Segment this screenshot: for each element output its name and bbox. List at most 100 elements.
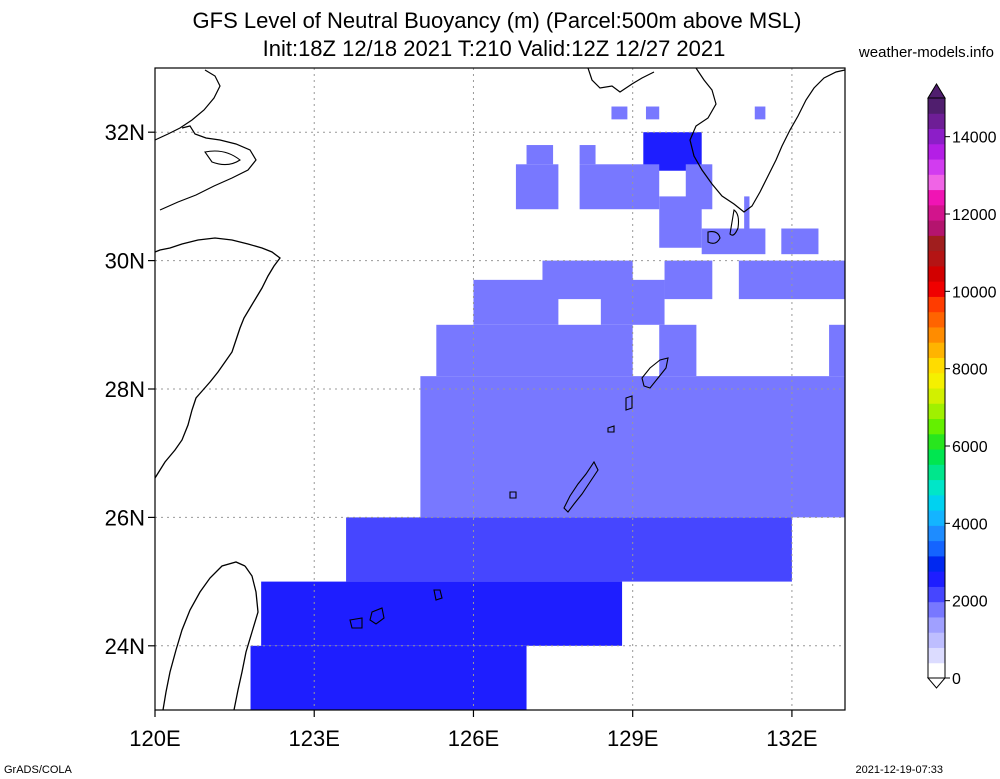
colorbar-swatch <box>928 326 945 343</box>
axes: 120E 123E 126E 129E 132E 24N 26N 28N 30N 32N <box>105 120 818 751</box>
colorbar-swatch <box>928 220 945 236</box>
tokunoshima-island <box>625 395 633 411</box>
colorbar-swatch <box>928 204 945 221</box>
footer-timestamp: 2021-12-19-07:33 <box>855 764 943 776</box>
chart-subtitle: Init:18Z 12/18 2021 T:210 Valid:12Z 12/2… <box>262 36 726 61</box>
site-watermark: weather-models.info <box>858 44 994 61</box>
taihu-lake <box>204 150 241 166</box>
field-cell <box>754 106 766 120</box>
field-cell <box>250 645 527 710</box>
colorbar-tick-label: 12000 <box>952 207 997 224</box>
coastlines <box>155 68 845 710</box>
colorbar-tick-label: 2000 <box>952 594 988 611</box>
colorbar-swatch <box>928 510 945 526</box>
field-cell <box>515 164 559 210</box>
field-cell <box>659 196 702 248</box>
colorbar-swatch <box>928 357 945 374</box>
colorbar-tick-label: 0 <box>952 671 961 688</box>
field-cell <box>611 106 628 120</box>
colorbar-swatch <box>928 601 945 618</box>
field-cell <box>526 145 554 165</box>
colorbar-swatch <box>928 98 945 114</box>
field-cell <box>659 324 697 377</box>
field-cell <box>579 145 596 165</box>
colorbar-swatch <box>928 388 945 404</box>
field-cell <box>829 324 845 377</box>
x-tick-label: 132E <box>766 726 817 751</box>
colorbar-swatch <box>928 372 945 389</box>
colorbar-swatch <box>928 281 945 297</box>
miyako-island <box>433 589 443 601</box>
y-tick-label: 28N <box>105 377 145 402</box>
ishigaki-island <box>369 607 385 625</box>
colorbar-swatch <box>928 113 945 130</box>
colorbar-tick-label: 6000 <box>952 439 988 456</box>
okinawa-island <box>563 460 599 513</box>
colorbar-swatch <box>928 128 945 145</box>
buoyancy-field <box>250 106 845 710</box>
colorbar-swatch <box>928 159 945 175</box>
colorbar-swatch <box>928 296 945 313</box>
colorbar-swatch <box>928 433 945 450</box>
field-cell <box>664 260 713 300</box>
y-tick-label: 30N <box>105 249 145 274</box>
iriomote-island <box>349 617 363 629</box>
colorbar-swatch <box>928 616 945 633</box>
field-cell <box>781 228 819 255</box>
colorbar-swatch <box>928 479 945 496</box>
colorbar-swatch <box>928 449 945 465</box>
colorbar: 0 2000 4000 6000 8000 10000 12000 14000 <box>926 83 997 689</box>
colorbar-swatch <box>928 632 945 648</box>
colorbar-bottom-arrow <box>926 677 947 689</box>
field-cell <box>645 106 660 120</box>
colorbar-tick-label: 14000 <box>952 130 997 147</box>
colorbar-tick-label: 10000 <box>952 284 997 301</box>
field-cell <box>744 196 750 248</box>
kumejima-island <box>509 491 517 499</box>
yangtze-estuary <box>159 125 257 211</box>
yakushima-island <box>729 209 740 236</box>
colorbar-swatch <box>928 586 945 603</box>
colorbar-swatch <box>928 647 945 664</box>
colorbar-swatch <box>928 143 945 160</box>
colorbar-swatch <box>928 662 945 679</box>
field-cell <box>261 581 623 646</box>
colorbar-frame <box>927 97 946 679</box>
field-cell <box>473 279 559 325</box>
y-tick-label: 26N <box>105 505 145 530</box>
shanghai-coast <box>155 69 221 141</box>
colorbar-swatch <box>928 250 945 267</box>
y-tick-label: 24N <box>105 634 145 659</box>
colorbar-swatch <box>928 235 945 252</box>
colorbar-tick-label: 4000 <box>952 516 988 533</box>
tsushima-island <box>707 231 721 244</box>
colorbar-swatch <box>928 494 945 511</box>
chart-title: GFS Level of Neutral Buoyancy (m) (Parce… <box>192 8 802 33</box>
x-tick-label: 123E <box>289 726 340 751</box>
colorbar-swatch <box>928 342 945 358</box>
colorbar-swatch <box>928 555 945 572</box>
colorbar-swatch <box>928 403 945 420</box>
colorbar-swatch <box>928 311 945 328</box>
colorbar-swatch <box>928 571 945 587</box>
colorbar-swatch <box>928 189 945 206</box>
field-cell <box>579 164 660 210</box>
x-tick-label: 126E <box>448 726 499 751</box>
grid-lines <box>155 68 845 710</box>
x-tick-label: 120E <box>129 726 180 751</box>
china-coastline <box>155 237 281 479</box>
amami-island <box>641 357 669 389</box>
field-cell <box>701 228 766 255</box>
field-cell <box>346 517 792 582</box>
colorbar-swatch <box>928 464 945 481</box>
colorbar-swatch <box>928 418 945 435</box>
taiwan-coastline <box>162 561 259 710</box>
footer-software: GrADS/COLA <box>4 764 72 776</box>
x-tick-label: 129E <box>607 726 658 751</box>
y-tick-label: 32N <box>105 120 145 145</box>
colorbar-top-arrow <box>927 83 946 99</box>
colorbar-tick-label: 8000 <box>952 362 988 379</box>
colorbar-swatch <box>928 265 945 282</box>
korea-coastline <box>587 68 655 93</box>
